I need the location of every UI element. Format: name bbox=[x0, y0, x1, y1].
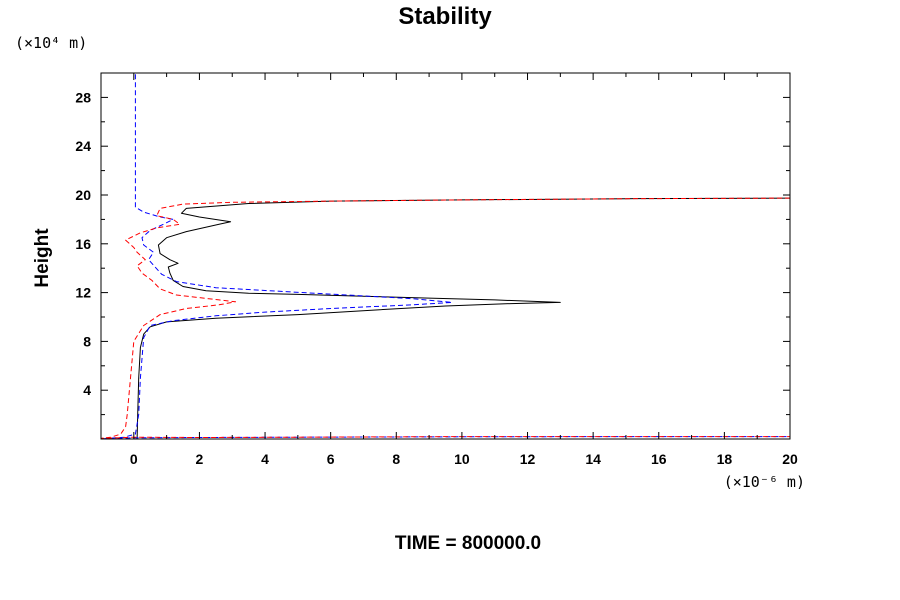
x-unit-label: (×10⁻⁶ m) bbox=[724, 473, 805, 491]
x-tick-label: 10 bbox=[454, 451, 470, 467]
plot-frame bbox=[100, 72, 791, 440]
chart-title: Stability bbox=[398, 3, 492, 30]
x-tick-label: 6 bbox=[327, 451, 335, 467]
y-tick-label: 8 bbox=[83, 333, 91, 349]
x-tick-label: 18 bbox=[717, 451, 733, 467]
y-tick-label: 28 bbox=[75, 89, 91, 105]
x-tick-label: 14 bbox=[585, 451, 601, 467]
x-tick-label: 4 bbox=[261, 451, 269, 467]
series-line-2 bbox=[100, 74, 790, 440]
x-tick-label: 2 bbox=[196, 451, 204, 467]
y-tick-label: 20 bbox=[75, 187, 91, 203]
time-footer: TIME = 800000.0 bbox=[395, 533, 541, 554]
x-tick-label: 16 bbox=[651, 451, 667, 467]
y-tick-label: 12 bbox=[75, 285, 91, 301]
x-tick-label: 12 bbox=[520, 451, 536, 467]
x-tick-label: 8 bbox=[392, 451, 400, 467]
y-tick-label: 24 bbox=[75, 138, 91, 154]
series-line-3 bbox=[100, 197, 791, 439]
x-tick-label: 0 bbox=[130, 451, 138, 467]
series-line-1 bbox=[136, 197, 791, 440]
y-tick-label: 16 bbox=[75, 236, 91, 252]
y-axis-label: Height bbox=[32, 228, 53, 288]
x-tick-label: 20 bbox=[782, 451, 798, 467]
series-group bbox=[100, 74, 791, 440]
y-tick-label: 4 bbox=[83, 382, 91, 398]
y-unit-label: (×10⁴ m) bbox=[15, 34, 87, 52]
